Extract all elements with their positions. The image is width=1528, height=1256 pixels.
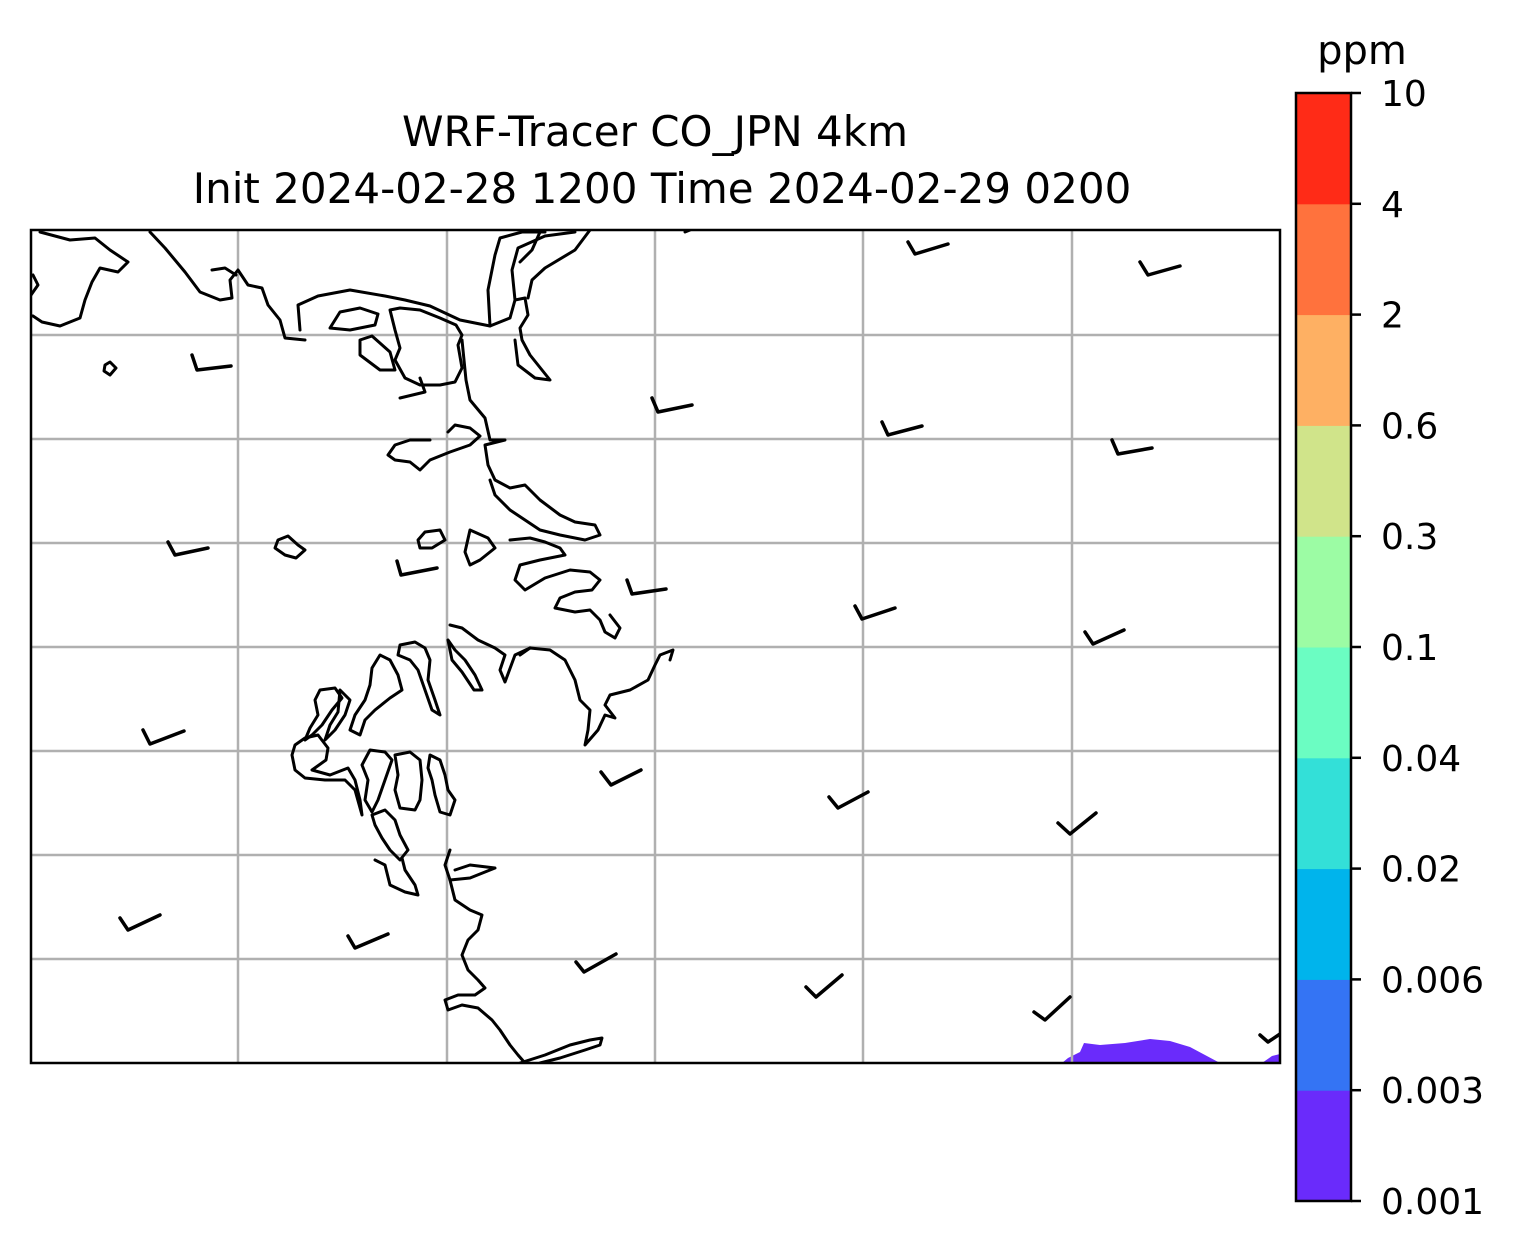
colorbar-segment (1296, 647, 1351, 759)
gridlines (31, 230, 1280, 1063)
colorbar-segment (1296, 203, 1351, 316)
colorbar-tick-label: 0.006 (1381, 960, 1484, 1001)
colorbar-tick-label: 10 (1381, 74, 1427, 115)
colorbar-segment (1296, 93, 1351, 205)
colorbar-tick-label: 0.1 (1381, 628, 1438, 669)
colorbar-tick-label: 0.6 (1381, 406, 1438, 447)
coastlines (31, 230, 692, 1063)
map-title: WRF-Tracer CO_JPN 4km (402, 107, 908, 156)
colorbar-tick-label: 0.02 (1381, 850, 1461, 891)
map-area (31, 230, 1280, 1063)
colorbar-segment (1296, 979, 1351, 1091)
colorbar-tick-label: 0.001 (1381, 1182, 1484, 1223)
colorbar-segments (1296, 93, 1351, 1202)
colorbar-tick-label: 0.3 (1381, 517, 1438, 558)
colorbar-tick-label: 4 (1381, 185, 1404, 226)
map-subtitle: Init 2024-02-28 1200 Time 2024-02-29 020… (193, 164, 1132, 213)
colorbar-unit: ppm (1317, 28, 1407, 74)
map-frame (29, 228, 1282, 1065)
colorbar-segment (1296, 536, 1351, 648)
colorbar-ticks: 0.001 0.003 0.006 0.02 0.04 0.1 0.3 0.6 2 4 10 (1351, 74, 1484, 1223)
colorbar-segment (1296, 868, 1351, 980)
tracer-field (1062, 1039, 1280, 1063)
colorbar-segment (1296, 757, 1351, 870)
colorbar-tick-label: 0.04 (1381, 739, 1461, 780)
wind-barbs (118, 240, 1280, 1044)
colorbar: ppm 0.001 0.003 0.006 0.02 0.04 0.1 0.3 0.6 2 4 10 (1294, 28, 1484, 1223)
colorbar-tick-label: 2 (1381, 296, 1404, 337)
colorbar-segment (1296, 314, 1351, 426)
colorbar-tick-label: 0.003 (1381, 1071, 1484, 1112)
colorbar-segment (1296, 1090, 1351, 1202)
colorbar-segment (1296, 425, 1351, 537)
